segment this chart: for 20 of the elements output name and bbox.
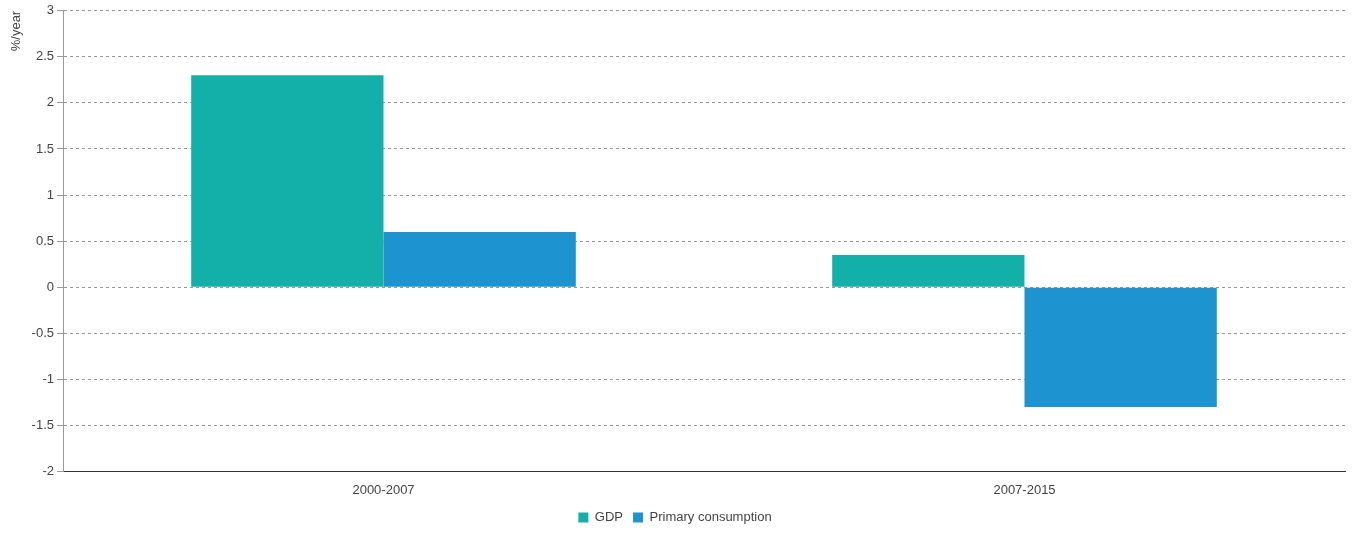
y-tick-label: 3: [46, 2, 54, 18]
bar: [832, 254, 1025, 287]
y-tick-label: 1: [46, 186, 54, 202]
y-tick-label: 1.5: [35, 140, 54, 156]
bar: [1024, 287, 1217, 407]
y-tick-label: -2: [42, 462, 54, 478]
bar: [383, 231, 576, 287]
y-tick-label: 2.5: [35, 48, 54, 64]
x-tick-label: 2000-2007: [352, 481, 415, 497]
x-tick-label: 2007-2015: [993, 481, 1056, 497]
bar: [191, 75, 384, 287]
y-tick-label: -1: [42, 370, 54, 386]
y-tick-label: 0.5: [35, 232, 54, 248]
y-tick-label: -0.5: [31, 324, 54, 340]
y-tick-label: -1.5: [31, 416, 54, 432]
y-axis-title: %/year: [8, 10, 24, 52]
y-tick-label: 2: [46, 94, 54, 110]
y-tick-label: 0: [46, 278, 54, 294]
legend-label: GDP: [594, 509, 624, 525]
legend-label: Primary consumption: [649, 509, 772, 525]
